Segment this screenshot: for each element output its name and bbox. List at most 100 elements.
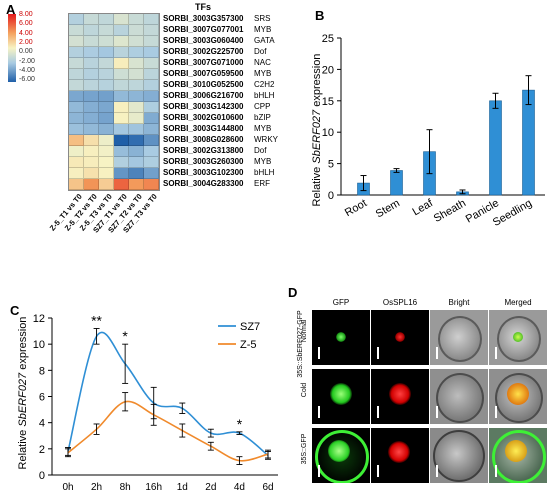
heatmap-cell (84, 47, 99, 58)
heatmap-cell (99, 135, 114, 146)
heatmap-cell (99, 69, 114, 80)
col-header-gfp: GFP (332, 298, 350, 307)
heatmap-cell (129, 102, 144, 113)
heatmap-cell (69, 80, 84, 91)
heatmap-cell (84, 91, 99, 102)
heatmap-cell (114, 146, 129, 157)
heatmap-cell (144, 179, 159, 190)
heatmap-cell (114, 47, 129, 58)
image-cold-merged (489, 369, 547, 424)
heatmap-cell (84, 168, 99, 179)
heatmap-gene-label: SORBI_3003G060400 (163, 36, 244, 45)
color-scale-bar (8, 14, 16, 82)
bar-y-tick-label: 20 (322, 64, 334, 76)
heatmap-cell (84, 58, 99, 69)
heatmap-gene-label: SORBI_3004G283300 (163, 179, 244, 188)
heatmap-cell (99, 36, 114, 47)
heatmap-cell (99, 168, 114, 179)
row-label-normal: Normal (301, 319, 308, 343)
heatmap-cell (129, 47, 144, 58)
heatmap-cell (144, 80, 159, 91)
row-label-gfp-control: 35S::GFP (301, 433, 308, 465)
heatmap-tf-label: MYB (254, 124, 272, 133)
heatmap-cell (144, 91, 159, 102)
heatmap-tf-label: bHLH (254, 168, 275, 177)
heatmap-tf-label: CPP (254, 102, 271, 111)
bar-chart: Relative SbERF027 expression 0510152025 … (311, 33, 545, 229)
heatmap-cell (114, 179, 129, 190)
color-scale-tick: 2.00 (19, 38, 33, 46)
line-series: **** (65, 312, 271, 465)
heatmap-cell (84, 14, 99, 25)
heatmap-cell (69, 25, 84, 36)
heatmap-cell (69, 179, 84, 190)
heatmap-cell (99, 25, 114, 36)
microscopy-panel: GFP OsSPL16 Bright Merged 35S::SbERF027-… (290, 288, 550, 499)
heatmap-cell (144, 58, 159, 69)
heatmap-cell (129, 36, 144, 47)
heatmap-cell (114, 14, 129, 25)
heatmap-cell (114, 113, 129, 124)
heatmap-panel: 8.00 6.00 4.00 2.00 0.00 -2.00 -4.00 -6.00 TFs … (0, 0, 300, 300)
line-series-path (67, 331, 269, 457)
line-x-tick-label: 1d (177, 482, 188, 493)
heatmap-cell (69, 168, 84, 179)
bar-y-tick-label: 25 (322, 33, 334, 45)
heatmap-gene-label: SORBI_3003G142300 (163, 102, 244, 111)
heatmap-cell (129, 25, 144, 36)
heatmap-gene-label: SORBI_3006G216700 (163, 91, 244, 100)
heatmap-cell (114, 124, 129, 135)
heatmap-gene-label: SORBI_3007G059500 (163, 69, 244, 78)
image-control-gfp (312, 428, 370, 483)
line-series-path (67, 400, 269, 462)
bar-y-axis-label: Relative SbERF027 expression (311, 54, 323, 207)
heatmap-cell (144, 168, 159, 179)
heatmap-cell (144, 102, 159, 113)
heatmap-cell (144, 135, 159, 146)
heatmap-cell (84, 80, 99, 91)
heatmap-cell (99, 91, 114, 102)
heatmap-cell (114, 36, 129, 47)
heatmap-cell (99, 124, 114, 135)
heatmap-tf-label: SRS (254, 14, 271, 23)
heatmap-cell (99, 58, 114, 69)
heatmap-cell (69, 91, 84, 102)
heatmap-cell (114, 25, 129, 36)
heatmap-gene-label: SORBI_3002G010600 (163, 113, 244, 122)
heatmap-tf-label: MYB (254, 69, 272, 78)
heatmap-gene-label: SORBI_3007G071000 (163, 58, 244, 67)
heatmap-cell (99, 179, 114, 190)
heatmap-cell (69, 113, 84, 124)
bar (522, 89, 535, 196)
bar-category-label: Root (343, 197, 369, 219)
heatmap-cell (114, 69, 129, 80)
heatmap-tf-label: MYB (254, 25, 272, 34)
bar-category-label: Stem (374, 197, 402, 220)
heatmap-tf-label: Dof (254, 146, 267, 155)
line-x-tick-label: 6d (262, 482, 273, 493)
bar-y-ticks: 0 5 10 15 20 25 (322, 33, 341, 202)
heatmap-cell (114, 80, 129, 91)
heatmap-cell (99, 146, 114, 157)
panel-label-d: D (288, 285, 298, 300)
image-cold-osspl16 (371, 369, 429, 424)
heatmap-cell (84, 36, 99, 47)
heatmap-gene-label: SORBI_3002G225700 (163, 47, 244, 56)
image-normal-gfp (312, 310, 370, 365)
heatmap-cell (129, 135, 144, 146)
heatmap-cell (144, 69, 159, 80)
heatmap-cell (144, 36, 159, 47)
significance-marker: * (237, 416, 243, 432)
heatmap-cell (144, 47, 159, 58)
image-control-bright (430, 428, 488, 483)
row-label-cold: Cold (301, 382, 308, 398)
heatmap-tf-label: WRKY (254, 135, 278, 144)
heatmap-cell (84, 135, 99, 146)
bar-y-tick-label: 10 (322, 127, 334, 139)
heatmap-cell (69, 157, 84, 168)
heatmap-cell (99, 14, 114, 25)
heatmap-tf-label: GATA (254, 36, 275, 45)
heatmap-cell (114, 168, 129, 179)
heatmap-cell (114, 135, 129, 146)
